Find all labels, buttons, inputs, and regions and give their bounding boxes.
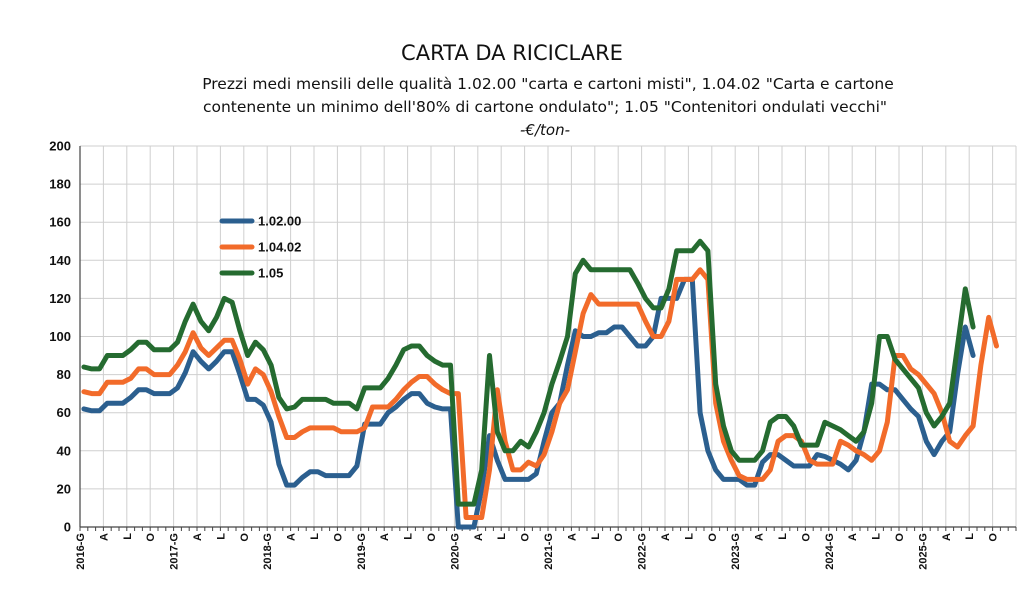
- legend-label: 1.04.02: [258, 240, 301, 255]
- x-tick-label: O: [426, 533, 438, 542]
- grid: [79, 145, 1017, 528]
- chart-subtitle-line-2: contenente un minimo dell'80% di cartone…: [203, 98, 887, 116]
- chart-unit-label: -€/ton-: [520, 121, 570, 139]
- x-tick-label: 2019-G: [356, 533, 368, 570]
- x-tick-label: 2024-G: [824, 533, 836, 570]
- x-tick-label: 2018-G: [262, 533, 274, 570]
- x-tick-label: O: [988, 533, 1000, 542]
- x-tick-label: 2022-G: [637, 533, 649, 570]
- x-tick-label: L: [122, 533, 134, 540]
- x-tick-label: A: [379, 533, 391, 541]
- y-tick-label: 0: [64, 520, 71, 535]
- x-tick-label: O: [145, 533, 157, 542]
- x-tick-label: 2020-G: [449, 533, 461, 570]
- x-tick-label: 2016-G: [75, 533, 87, 570]
- chart-subtitle-line-1: Prezzi medi mensili delle qualità 1.02.0…: [202, 75, 894, 93]
- x-tick-label: A: [847, 533, 859, 541]
- x-tick-label: A: [473, 533, 485, 541]
- x-tick-label: O: [707, 533, 719, 542]
- series-line-1-02-00: [81, 276, 976, 530]
- legend-label: 1.05: [258, 266, 283, 281]
- x-tick-label: A: [660, 533, 672, 541]
- y-tick-label: 60: [57, 405, 71, 420]
- x-tick-label: 2021-G: [543, 533, 555, 570]
- x-tick-label: O: [894, 533, 906, 542]
- x-tick-label: L: [309, 533, 321, 540]
- y-tick-label: 140: [49, 253, 71, 268]
- x-tick-label: A: [192, 533, 204, 541]
- x-tick-label: 2025-G: [917, 533, 929, 570]
- x-tick-label: L: [496, 533, 508, 540]
- series-lines: [81, 238, 999, 530]
- x-tick-label: L: [403, 533, 415, 540]
- y-tick-label: 40: [57, 443, 71, 458]
- y-tick-label: 100: [49, 329, 71, 344]
- legend-label: 1.02.00: [258, 214, 301, 229]
- x-tick-label: A: [941, 533, 953, 541]
- x-tick-label: L: [871, 533, 883, 540]
- x-tick-label: O: [800, 533, 812, 542]
- x-tick-label: L: [777, 533, 789, 540]
- x-tick-label: A: [566, 533, 578, 541]
- y-tick-label: 200: [49, 139, 71, 154]
- axes: 0 20 40 60 80 100 120 140 160 180 200 2016-G A L O 2017…: [49, 139, 1017, 570]
- x-tick-label: A: [286, 533, 298, 541]
- x-tick-label: L: [683, 533, 695, 540]
- series-line-1-05: [81, 238, 976, 507]
- y-tick-label: 20: [57, 481, 71, 496]
- x-tick-label: O: [332, 533, 344, 542]
- x-tick-label: A: [98, 533, 110, 541]
- y-tick-label: 120: [49, 291, 71, 306]
- x-tick-label: L: [964, 533, 976, 540]
- y-tick-label: 80: [57, 367, 71, 382]
- x-tick-label: O: [520, 533, 532, 542]
- x-tick-label: 2017-G: [169, 533, 181, 570]
- chart-title: CARTA DA RICICLARE: [401, 41, 623, 65]
- x-tick-label: O: [239, 533, 251, 542]
- y-tick-label: 160: [49, 215, 71, 230]
- x-tick-label: L: [590, 533, 602, 540]
- y-tick-label: 180: [49, 177, 71, 192]
- x-tick-label: L: [215, 533, 227, 540]
- x-tick-label: 2023-G: [730, 533, 742, 570]
- x-tick-label: A: [754, 533, 766, 541]
- x-tick-label: O: [613, 533, 625, 542]
- legend: 1.02.00 1.04.02 1.05: [219, 214, 301, 281]
- series-line-1-04-02: [81, 267, 999, 520]
